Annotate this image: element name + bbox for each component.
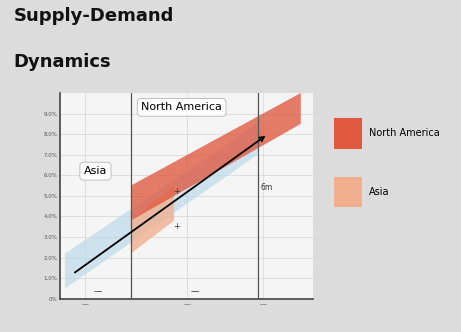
FancyBboxPatch shape	[334, 177, 362, 207]
Text: 6m: 6m	[260, 183, 272, 192]
Text: Asia: Asia	[369, 187, 390, 197]
Text: North America: North America	[369, 128, 440, 138]
Text: Supply-Demand: Supply-Demand	[14, 7, 174, 25]
Text: —: —	[190, 287, 199, 296]
Text: +: +	[173, 222, 180, 231]
FancyBboxPatch shape	[334, 118, 362, 149]
Text: North America: North America	[141, 102, 222, 112]
Polygon shape	[131, 186, 174, 254]
Text: +: +	[173, 187, 180, 196]
Polygon shape	[65, 124, 258, 289]
Text: —: —	[94, 287, 102, 296]
Text: Dynamics: Dynamics	[14, 53, 112, 71]
Polygon shape	[131, 93, 301, 220]
Text: Asia: Asia	[84, 166, 107, 176]
